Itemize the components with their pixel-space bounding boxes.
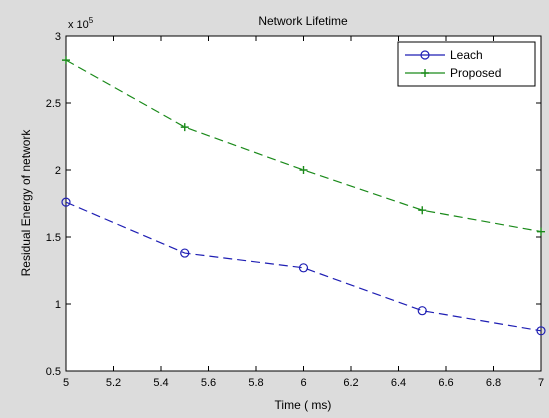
x-tick-label: 6.6 (438, 377, 453, 389)
series-group (61, 56, 546, 336)
data-point (298, 263, 309, 273)
data-point (417, 306, 427, 316)
chart-title: Network Lifetime (258, 14, 348, 28)
data-point (536, 326, 546, 336)
y-tick-label: 3 (55, 31, 61, 43)
x-tick-label: 5.4 (153, 377, 168, 389)
legend-marker (421, 69, 429, 77)
data-point (62, 56, 70, 65)
legend: Leach Proposed (397, 41, 536, 87)
legend-label: Proposed (450, 66, 501, 80)
x-tick-label: 6.2 (343, 377, 358, 389)
series-line (65, 59, 542, 233)
y-tick-label: 1 (55, 299, 61, 311)
y-tick-label: 2 (55, 165, 61, 177)
data-point (180, 123, 189, 132)
plot-area (65, 35, 542, 372)
y-multiplier: x 105 (68, 16, 94, 31)
data-point (299, 166, 308, 174)
x-tick-label: 5.2 (106, 377, 121, 389)
x-tick-label: 6.4 (391, 377, 406, 389)
y-axis-label: Residual Energy of network (19, 129, 33, 277)
x-axis-label: Time ( ms) (275, 398, 332, 412)
data-point (180, 248, 190, 258)
data-point (61, 197, 71, 207)
y-tick-label: 2.5 (46, 98, 61, 110)
x-tick-label: 5 (63, 377, 69, 389)
x-tick-label: 6 (300, 377, 306, 389)
axes-ticks: 5 5.2 5.4 5.6 5.8 6 6.2 6.4 6.6 6.8 7 0.5 1 1.5 2 2.5 3 (46, 31, 544, 389)
legend-box (397, 41, 536, 87)
data-point (418, 206, 427, 215)
data-point (537, 227, 545, 236)
legend-marker (420, 50, 430, 60)
series-leach (61, 197, 546, 336)
x-tick-label: 7 (538, 377, 544, 389)
legend-label: Leach (450, 48, 483, 62)
x-tick-label: 5.6 (201, 377, 216, 389)
y-tick-label: 0.5 (46, 366, 61, 378)
x-tick-label: 5.8 (248, 377, 263, 389)
y-tick-label: 1.5 (46, 232, 61, 244)
x-tick-label: 6.8 (486, 377, 501, 389)
series-proposed (62, 56, 545, 236)
series-line (65, 201, 542, 332)
